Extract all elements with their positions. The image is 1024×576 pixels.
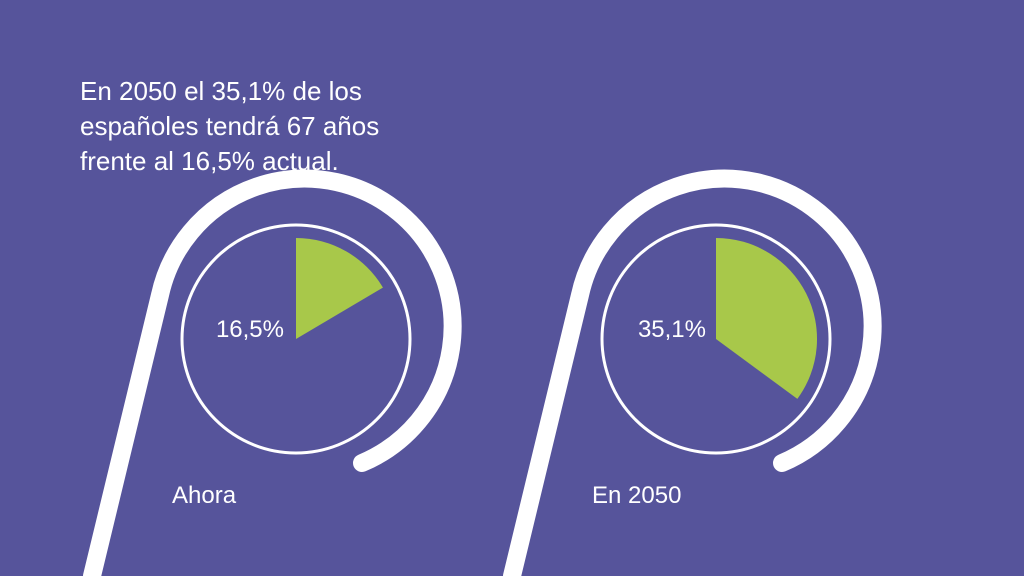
headline: En 2050 el 35,1% de los españoles tendrá… xyxy=(80,74,600,179)
headline-line-1: En 2050 el 35,1% de los xyxy=(80,76,362,106)
pie-chart-now: 16,5% Ahora xyxy=(83,169,462,576)
pie-outline-2050 xyxy=(600,223,832,455)
pie-caption-now: Ahora xyxy=(172,482,237,509)
decorative-hook-arc-2050 xyxy=(503,169,882,576)
pie-caption-2050: En 2050 xyxy=(592,482,681,509)
headline-line-2: españoles tendrá 67 años xyxy=(80,111,380,141)
decorative-hook-arc-now xyxy=(83,169,462,576)
pie-value-label-2050: 35,1% xyxy=(638,316,706,343)
pie-outline-now xyxy=(180,223,412,455)
pie-chart-2050: 35,1% En 2050 xyxy=(503,169,882,576)
pie-value-label-now: 16,5% xyxy=(216,316,284,343)
pie-slice-now xyxy=(296,238,383,339)
pie-slice-2050 xyxy=(716,238,818,399)
